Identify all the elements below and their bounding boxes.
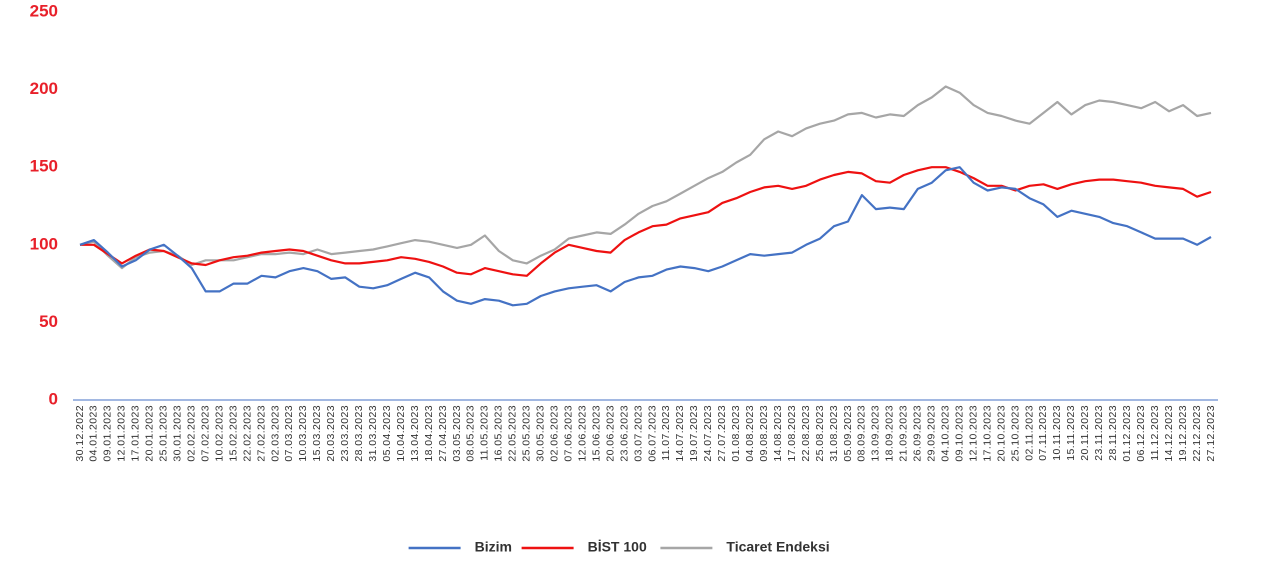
- y-tick-label: 200: [30, 79, 58, 98]
- x-tick-label: 10.03.2023: [297, 405, 309, 462]
- legend-label: Ticaret Endeksi: [726, 539, 829, 555]
- x-tick-label: 04.08.2023: [744, 405, 756, 462]
- x-tick-label: 12.01.2023: [116, 405, 128, 462]
- x-tick-label: 23.11.2023: [1093, 405, 1105, 461]
- series-line: [79, 85, 1212, 270]
- x-tick-label: 15.03.2023: [311, 405, 323, 462]
- x-tick-label: 18.09.2023: [884, 405, 896, 462]
- x-tick-label: 21.09.2023: [898, 405, 910, 462]
- series-line: [80, 166, 1212, 277]
- x-tick-label: 18.04.2023: [423, 405, 435, 462]
- y-tick-label: 0: [49, 389, 58, 408]
- x-tick-label: 11.07.2023: [660, 405, 672, 461]
- x-tick-label: 10.11.2023: [1051, 405, 1063, 461]
- x-tick-label: 20.06.2023: [604, 405, 616, 462]
- x-tick-label: 22.08.2023: [800, 405, 812, 462]
- x-tick-label: 08.05.2023: [465, 405, 477, 462]
- y-tick-label: 150: [30, 157, 58, 176]
- x-tick-label: 19.12.2023: [1177, 405, 1189, 462]
- x-tick-label: 02.11.2023: [1023, 405, 1035, 461]
- x-tick-label: 26.09.2023: [912, 405, 924, 462]
- x-tick-label: 02.06.2023: [549, 405, 561, 462]
- x-tick-label: 13.04.2023: [409, 405, 421, 462]
- y-tick-label: 100: [30, 234, 58, 253]
- x-tick-label: 08.09.2023: [856, 405, 868, 462]
- x-tick-label: 30.05.2023: [535, 405, 547, 462]
- x-tick-label: 12.10.2023: [967, 405, 979, 462]
- x-tick-label: 25.10.2023: [1009, 405, 1021, 462]
- x-tick-label: 25.01.2023: [158, 405, 170, 462]
- x-tick-label: 29.09.2023: [926, 405, 938, 462]
- x-tick-label: 31.03.2023: [367, 405, 379, 462]
- x-tick-label: 04.10.2023: [939, 405, 951, 462]
- x-tick-label: 02.03.2023: [269, 405, 281, 462]
- x-tick-label: 12.06.2023: [576, 405, 588, 462]
- x-tick-label: 17.08.2023: [786, 405, 798, 462]
- x-tick-label: 09.08.2023: [758, 405, 770, 462]
- x-tick-label: 19.07.2023: [688, 405, 700, 462]
- x-tick-label: 07.06.2023: [562, 405, 574, 462]
- x-tick-label: 25.05.2023: [521, 405, 533, 462]
- x-tick-label: 28.03.2023: [353, 405, 365, 462]
- x-tick-label: 30.01.2023: [172, 405, 184, 462]
- x-tick-label: 20.10.2023: [995, 405, 1007, 462]
- x-tick-label: 16.05.2023: [493, 405, 505, 462]
- x-tick-label: 20.11.2023: [1079, 405, 1091, 461]
- x-tick-label: 27.07.2023: [716, 405, 728, 462]
- x-tick-label: 20.03.2023: [325, 405, 337, 462]
- x-tick-label: 31.08.2023: [828, 405, 840, 462]
- x-tick-label: 30.12.2022: [74, 405, 86, 462]
- x-tick-label: 02.02.2023: [185, 405, 197, 462]
- x-tick-label: 10.04.2023: [395, 405, 407, 462]
- x-tick-label: 25.08.2023: [814, 405, 826, 462]
- x-tick-label: 10.02.2023: [213, 405, 225, 462]
- x-tick-label: 22.02.2023: [241, 405, 253, 462]
- x-tick-label: 20.01.2023: [144, 405, 156, 462]
- x-tick-label: 01.12.2023: [1121, 405, 1133, 462]
- x-tick-label: 22.05.2023: [507, 405, 519, 462]
- x-tick-label: 03.05.2023: [451, 405, 463, 462]
- x-tick-label: 11.12.2023: [1149, 405, 1161, 461]
- x-tick-label: 07.02.2023: [199, 405, 211, 462]
- x-tick-label: 15.06.2023: [590, 405, 602, 462]
- x-tick-label: 14.07.2023: [674, 405, 686, 462]
- x-tick-label: 15.02.2023: [227, 405, 239, 462]
- x-tick-label: 23.06.2023: [618, 405, 630, 462]
- x-tick-label: 05.09.2023: [842, 405, 854, 462]
- x-tick-label: 09.01.2023: [102, 405, 114, 462]
- x-tick-label: 06.12.2023: [1135, 405, 1147, 462]
- series-line: [79, 166, 1212, 307]
- x-tick-label: 06.07.2023: [646, 405, 658, 462]
- x-tick-label: 27.04.2023: [437, 405, 449, 462]
- x-tick-label: 22.12.2023: [1191, 405, 1203, 462]
- x-tick-label: 27.12.2023: [1205, 405, 1217, 462]
- x-tick-label: 23.03.2023: [339, 405, 351, 462]
- y-tick-label: 250: [30, 1, 58, 20]
- legend-label: BİST 100: [588, 539, 647, 555]
- x-tick-label: 07.03.2023: [283, 405, 295, 462]
- x-tick-label: 28.11.2023: [1107, 405, 1119, 461]
- x-tick-label: 13.09.2023: [870, 405, 882, 462]
- x-tick-label: 01.08.2023: [730, 405, 742, 462]
- x-tick-label: 14.08.2023: [772, 405, 784, 462]
- x-tick-label: 07.11.2023: [1037, 405, 1049, 461]
- x-tick-label: 03.07.2023: [632, 405, 644, 462]
- y-tick-label: 50: [39, 312, 58, 331]
- x-tick-label: 04.01.2023: [88, 405, 100, 462]
- x-tick-label: 17.10.2023: [981, 405, 993, 462]
- legend-label: Bizim: [475, 539, 512, 555]
- x-tick-label: 27.02.2023: [255, 405, 267, 462]
- x-tick-label: 05.04.2023: [381, 405, 393, 462]
- x-tick-label: 09.10.2023: [953, 405, 965, 462]
- x-tick-label: 24.07.2023: [702, 405, 714, 462]
- x-tick-label: 17.01.2023: [130, 405, 142, 462]
- x-tick-label: 11.05.2023: [479, 405, 491, 461]
- x-tick-label: 14.12.2023: [1163, 405, 1175, 462]
- x-tick-label: 15.11.2023: [1065, 405, 1077, 461]
